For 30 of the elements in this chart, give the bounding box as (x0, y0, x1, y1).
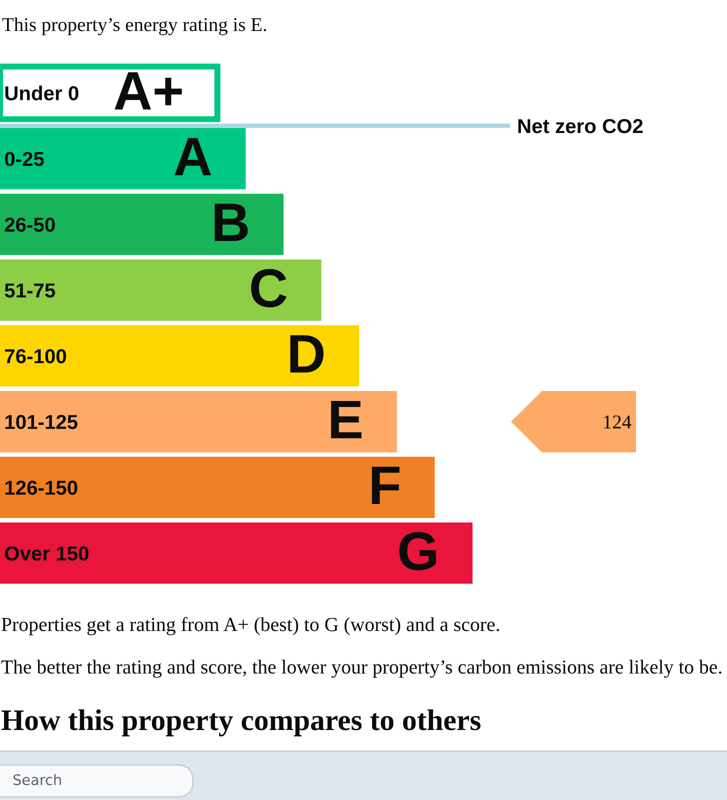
chart-title: This property’s energy rating is E. (2, 18, 266, 36)
bar (0, 522, 473, 584)
text: The better the rating and score, the lower your property’s carbon emissions are likely to be. (1, 660, 722, 678)
annotation: D (290, 335, 324, 373)
y-tick-label: 76-100 (5, 349, 66, 364)
bar (0, 456, 435, 518)
y-tick-label: 51-75 (4, 284, 56, 298)
y-tick-label: 101-125 (5, 414, 78, 430)
annotation: B (214, 204, 248, 242)
bar (0, 391, 397, 452)
text: Properties get a rating from A+ (best) to G (worst) and a score. (2, 617, 500, 636)
ref-line-label: Net zero CO2 (518, 118, 643, 134)
y-tick-label: 126-150 (5, 480, 78, 495)
y-tick-label: Over 150 (4, 546, 88, 561)
y-tick-label: Under 0 (5, 86, 78, 100)
text: How this property compares to others (2, 709, 480, 736)
text: Search (13, 774, 61, 786)
annotation: A (174, 138, 211, 176)
y-tick-label: 26-50 (4, 218, 55, 232)
annotation: G (399, 532, 436, 570)
annotation: E (331, 401, 362, 438)
bar (0, 128, 246, 190)
bar (0, 194, 284, 255)
y-tick-label: 0-25 (4, 152, 44, 166)
text: 124 (604, 415, 632, 428)
annotation: A+ (114, 72, 182, 110)
bar (0, 260, 322, 321)
annotation: F (372, 466, 400, 504)
annotation: C (251, 268, 287, 308)
bar (0, 325, 360, 386)
